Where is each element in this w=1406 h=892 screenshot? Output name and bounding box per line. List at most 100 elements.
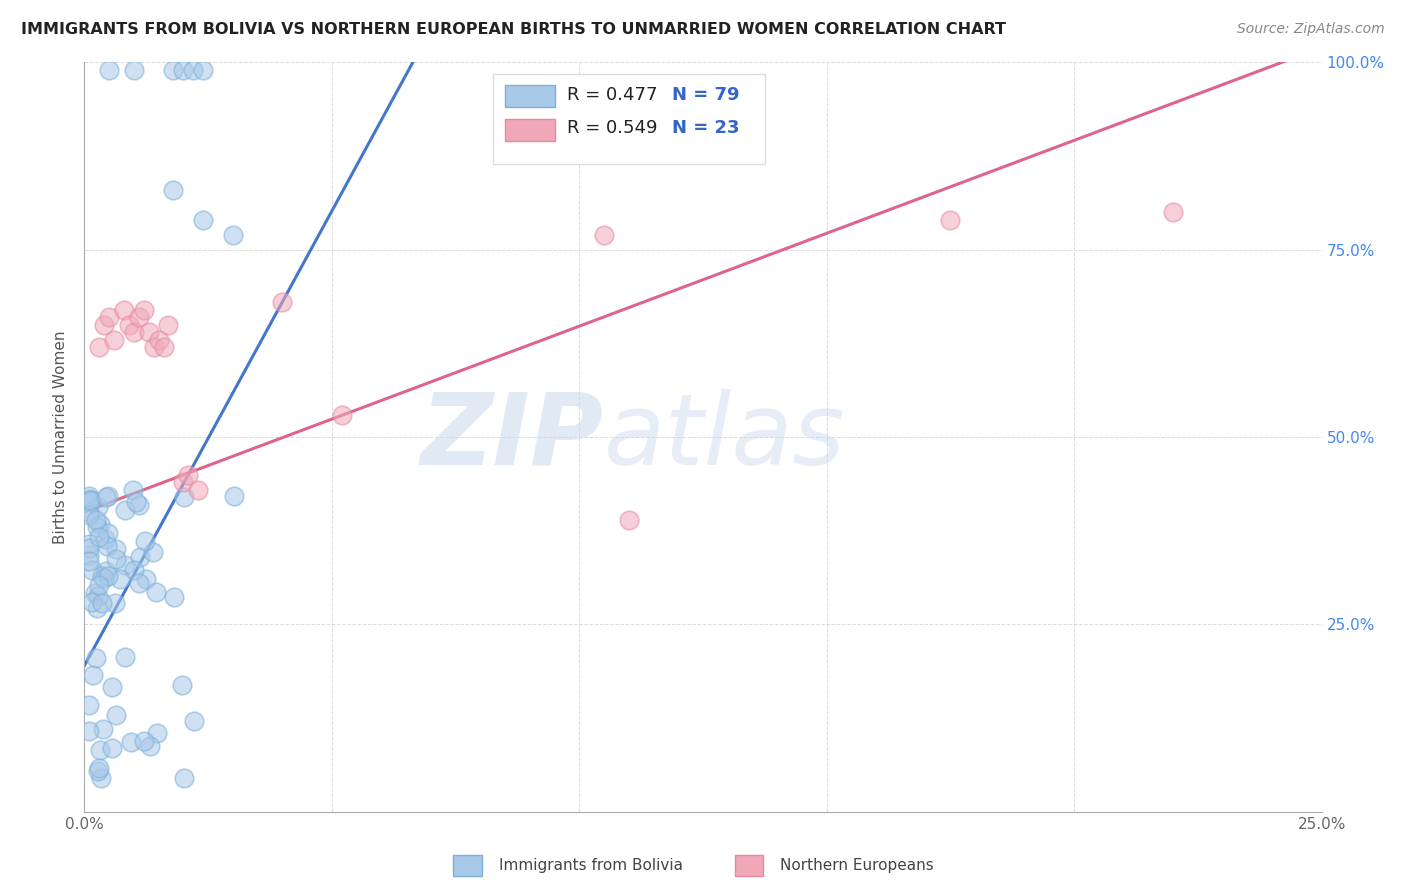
Text: atlas: atlas [605, 389, 845, 485]
Point [617, 512, 640, 526]
Point [135, 572, 157, 586]
Text: Immigrants from Bolivia: Immigrants from Bolivia [499, 858, 683, 872]
Text: ZIP: ZIP [420, 389, 605, 485]
Bar [453, 855, 481, 876]
Point [79, 548, 101, 562]
Bar [734, 855, 763, 876]
Point [101, 680, 124, 694]
Point [79, 489, 101, 503]
Point [128, 550, 150, 565]
Point [87, 589, 110, 603]
Point [91, 722, 114, 736]
Point [271, 295, 294, 310]
Point [181, 62, 204, 77]
Point [79, 492, 101, 507]
Point [84, 586, 107, 600]
Point [172, 678, 194, 692]
Y-axis label: Births to Unmarried Women: Births to Unmarried Women [53, 330, 69, 544]
Point [177, 467, 200, 482]
Text: R = 0.477: R = 0.477 [567, 86, 658, 103]
Point [93, 571, 115, 585]
Point [87, 764, 110, 778]
Point [91, 569, 114, 583]
Point [112, 302, 135, 317]
Point [142, 340, 165, 354]
FancyBboxPatch shape [492, 74, 765, 163]
Point [80, 595, 103, 609]
Point [93, 318, 115, 332]
Point [79, 537, 101, 551]
Point [172, 62, 194, 77]
Point [148, 333, 170, 347]
Point [104, 541, 127, 556]
Point [120, 735, 142, 749]
Point [114, 649, 136, 664]
Point [191, 212, 214, 227]
Point [222, 227, 245, 242]
Point [162, 591, 184, 605]
Point [90, 596, 112, 610]
Point [118, 318, 141, 332]
Point [330, 408, 353, 422]
Point [97, 568, 120, 582]
Point [90, 771, 112, 785]
Point [103, 333, 125, 347]
Point [104, 552, 127, 566]
Point [87, 530, 110, 544]
Point [128, 310, 150, 325]
Point [139, 739, 162, 754]
Point [125, 495, 148, 509]
Point [89, 761, 111, 775]
Point [79, 723, 101, 738]
Point [162, 62, 184, 77]
Point [86, 601, 108, 615]
Point [138, 325, 160, 339]
Point [222, 489, 245, 503]
Point [152, 340, 174, 354]
Point [114, 558, 136, 573]
Point [89, 517, 111, 532]
Point [104, 596, 127, 610]
Point [98, 62, 121, 77]
Point [939, 212, 962, 227]
Point [157, 318, 180, 332]
Point [142, 544, 165, 558]
Point [146, 726, 169, 740]
Point [89, 578, 111, 592]
Point [79, 554, 101, 568]
Point [80, 494, 103, 508]
Point [79, 508, 101, 522]
FancyBboxPatch shape [505, 85, 554, 107]
Text: Source: ZipAtlas.com: Source: ZipAtlas.com [1237, 22, 1385, 37]
Point [93, 532, 115, 546]
Point [80, 563, 103, 577]
Point [122, 325, 145, 339]
Point [98, 310, 121, 325]
Point [122, 563, 145, 577]
Point [128, 499, 150, 513]
Text: N = 79: N = 79 [672, 86, 740, 103]
Point [134, 533, 156, 548]
Point [82, 668, 104, 682]
Point [94, 564, 117, 578]
Point [79, 504, 101, 518]
Point [114, 503, 136, 517]
Point [87, 500, 110, 514]
Point [187, 483, 209, 497]
Point [173, 490, 195, 504]
Point [86, 520, 108, 534]
Text: IMMIGRANTS FROM BOLIVIA VS NORTHERN EUROPEAN BIRTHS TO UNMARRIED WOMEN CORRELATI: IMMIGRANTS FROM BOLIVIA VS NORTHERN EURO… [21, 22, 1007, 37]
Point [96, 539, 118, 553]
Point [173, 771, 195, 785]
FancyBboxPatch shape [505, 119, 554, 141]
Point [86, 513, 108, 527]
Point [593, 227, 616, 242]
Point [172, 475, 194, 489]
Point [122, 62, 145, 77]
Point [162, 183, 184, 197]
Point [89, 743, 111, 757]
Point [100, 741, 122, 756]
Point [108, 572, 131, 586]
Text: Northern Europeans: Northern Europeans [780, 858, 934, 872]
Point [1161, 205, 1184, 219]
